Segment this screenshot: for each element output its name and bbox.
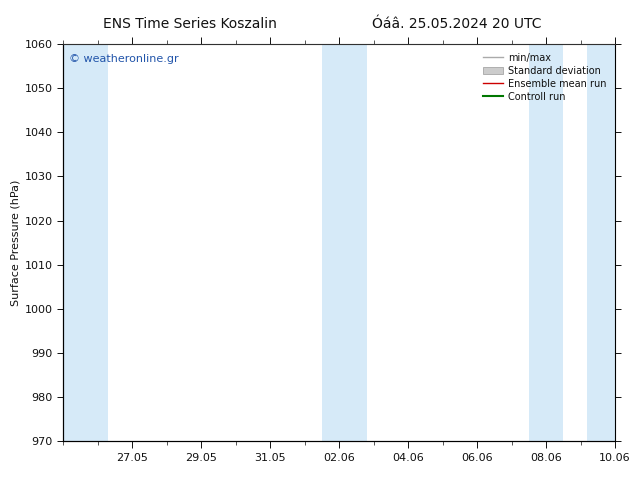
Text: © weatheronline.gr: © weatheronline.gr <box>69 54 179 64</box>
Bar <box>529 44 563 441</box>
Bar <box>587 44 615 441</box>
Text: Óáâ. 25.05.2024 20 UTC: Óáâ. 25.05.2024 20 UTC <box>372 17 541 31</box>
Bar <box>63 44 108 441</box>
Y-axis label: Surface Pressure (hPa): Surface Pressure (hPa) <box>11 179 21 306</box>
Text: ENS Time Series Koszalin: ENS Time Series Koszalin <box>103 17 277 31</box>
Legend: min/max, Standard deviation, Ensemble mean run, Controll run: min/max, Standard deviation, Ensemble me… <box>479 49 610 105</box>
Bar <box>322 44 366 441</box>
